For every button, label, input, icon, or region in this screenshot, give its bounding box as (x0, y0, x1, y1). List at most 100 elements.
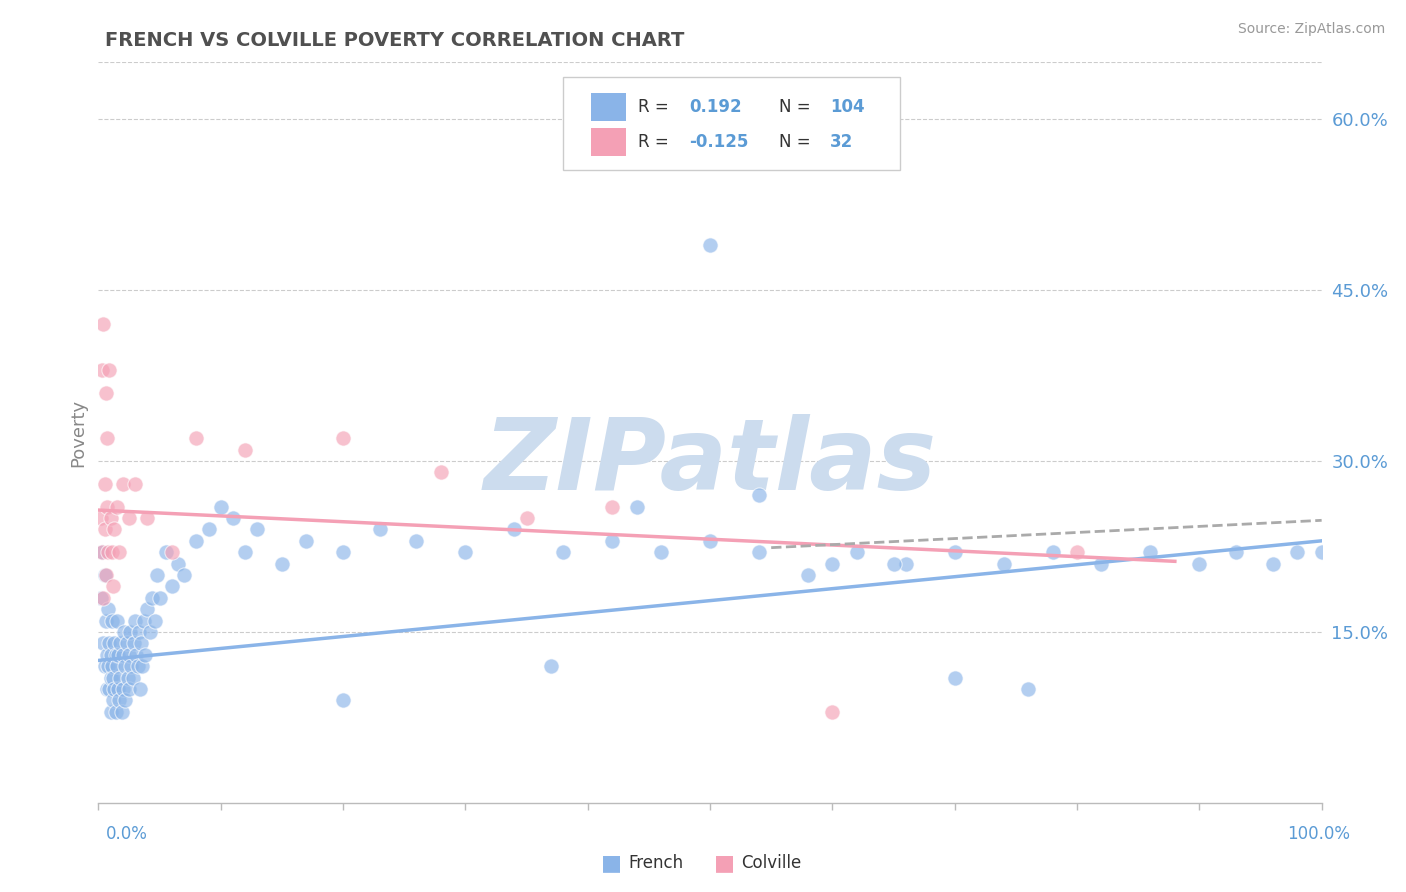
Point (173, 568, 195, 582)
Text: ■: ■ (714, 854, 734, 873)
Point (101, 545, 124, 559)
Point (748, 488, 770, 502)
Point (94, 568, 117, 582)
Point (149, 591, 172, 605)
Point (233, 545, 256, 559)
Point (96, 431, 118, 445)
Point (209, 500, 232, 514)
Y-axis label: Poverty: Poverty (69, 399, 87, 467)
Point (132, 614, 155, 628)
Point (332, 431, 354, 445)
Point (93, 659, 115, 673)
Text: -0.125: -0.125 (689, 133, 748, 151)
Point (405, 533, 427, 548)
Point (821, 705, 844, 719)
Point (104, 705, 127, 719)
Point (1188, 557, 1211, 571)
Point (97, 602, 120, 616)
Point (114, 659, 136, 673)
Point (134, 648, 156, 662)
Point (127, 659, 149, 673)
Point (553, 545, 575, 559)
Point (993, 557, 1015, 571)
Point (943, 545, 966, 559)
Point (1042, 545, 1064, 559)
Point (160, 579, 183, 593)
Text: 100.0%: 100.0% (1286, 825, 1350, 843)
Point (93, 523, 115, 537)
Point (124, 614, 146, 628)
Point (100, 648, 122, 662)
Point (98, 681, 121, 696)
Point (122, 636, 145, 650)
Point (125, 648, 148, 662)
Point (883, 557, 905, 571)
Point (270, 557, 294, 571)
Point (141, 591, 163, 605)
Point (103, 636, 125, 650)
Point (136, 602, 159, 616)
Point (100, 705, 122, 719)
Point (118, 648, 141, 662)
Point (295, 533, 318, 548)
Point (197, 523, 219, 537)
Point (128, 624, 150, 639)
Point (94, 614, 117, 628)
Point (103, 523, 125, 537)
Point (675, 135, 697, 149)
Point (93, 568, 115, 582)
Point (540, 659, 562, 673)
Point (104, 648, 127, 662)
Text: N =: N = (779, 98, 815, 116)
Text: R =: R = (638, 98, 673, 116)
Point (454, 545, 477, 559)
Point (96, 500, 118, 514)
Point (97, 659, 120, 673)
Text: ■: ■ (602, 854, 621, 873)
Point (332, 545, 354, 559)
Point (114, 693, 136, 707)
Point (105, 500, 128, 514)
Point (108, 693, 131, 707)
Point (98, 636, 121, 650)
Point (699, 237, 721, 252)
Point (110, 636, 132, 650)
Point (845, 545, 868, 559)
Text: R =: R = (638, 133, 673, 151)
Point (118, 681, 141, 696)
Point (821, 557, 844, 571)
Text: Colville: Colville (741, 855, 801, 872)
Point (626, 500, 648, 514)
Point (107, 681, 129, 696)
Point (90, 511, 112, 525)
Point (167, 557, 190, 571)
Point (111, 476, 134, 491)
Point (515, 511, 537, 525)
Text: N =: N = (779, 133, 815, 151)
Point (186, 431, 208, 445)
Point (131, 659, 153, 673)
Point (120, 659, 142, 673)
Point (91, 636, 114, 650)
Point (246, 523, 269, 537)
FancyBboxPatch shape (592, 93, 626, 121)
Point (1090, 557, 1112, 571)
Point (368, 523, 391, 537)
Point (91, 591, 114, 605)
FancyBboxPatch shape (592, 128, 626, 156)
Point (1066, 545, 1088, 559)
FancyBboxPatch shape (564, 78, 900, 169)
Point (98, 363, 121, 377)
Point (233, 442, 256, 457)
Point (91, 318, 114, 332)
Point (101, 693, 124, 707)
Point (430, 466, 453, 480)
Point (96, 681, 118, 696)
Point (222, 511, 245, 525)
Point (1225, 545, 1247, 559)
Point (101, 671, 124, 685)
Point (121, 671, 143, 685)
Point (91, 363, 114, 377)
Point (111, 705, 134, 719)
Point (143, 614, 166, 628)
